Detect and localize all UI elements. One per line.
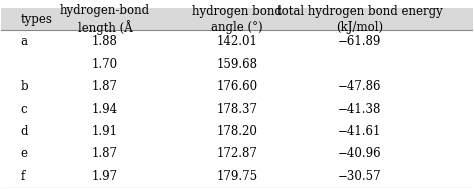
Text: −41.38: −41.38	[338, 103, 381, 115]
Text: −61.89: −61.89	[338, 35, 381, 48]
Text: 1.91: 1.91	[92, 125, 118, 138]
Text: −30.57: −30.57	[337, 170, 381, 183]
FancyBboxPatch shape	[1, 53, 473, 75]
Text: 1.88: 1.88	[92, 35, 118, 48]
Text: b: b	[20, 80, 28, 93]
Text: 178.20: 178.20	[217, 125, 257, 138]
Text: 159.68: 159.68	[217, 58, 257, 71]
Text: e: e	[20, 147, 27, 160]
Text: d: d	[20, 125, 28, 138]
FancyBboxPatch shape	[1, 120, 473, 143]
Text: 1.94: 1.94	[92, 103, 118, 115]
Text: c: c	[20, 103, 27, 115]
Text: 1.97: 1.97	[92, 170, 118, 183]
Text: a: a	[20, 35, 27, 48]
Text: 172.87: 172.87	[217, 147, 257, 160]
FancyBboxPatch shape	[1, 143, 473, 165]
Text: hydrogen-bond
length (Å: hydrogen-bond length (Å	[60, 4, 150, 35]
FancyBboxPatch shape	[1, 98, 473, 120]
FancyBboxPatch shape	[1, 165, 473, 188]
Text: types: types	[20, 13, 52, 26]
FancyBboxPatch shape	[1, 75, 473, 98]
Text: 142.01: 142.01	[217, 35, 257, 48]
Text: 178.37: 178.37	[217, 103, 257, 115]
Text: f: f	[20, 170, 25, 183]
Text: 1.87: 1.87	[92, 80, 118, 93]
Text: −41.61: −41.61	[338, 125, 381, 138]
Text: hydrogen bond
angle (°): hydrogen bond angle (°)	[192, 5, 282, 34]
Text: 176.60: 176.60	[217, 80, 257, 93]
Text: 1.87: 1.87	[92, 147, 118, 160]
Text: 179.75: 179.75	[217, 170, 257, 183]
Text: −47.86: −47.86	[338, 80, 381, 93]
Text: 1.70: 1.70	[92, 58, 118, 71]
Text: total hydrogen bond energy
(kJ/mol): total hydrogen bond energy (kJ/mol)	[277, 5, 442, 34]
Text: −40.96: −40.96	[337, 147, 381, 160]
FancyBboxPatch shape	[1, 30, 473, 53]
FancyBboxPatch shape	[1, 8, 473, 30]
